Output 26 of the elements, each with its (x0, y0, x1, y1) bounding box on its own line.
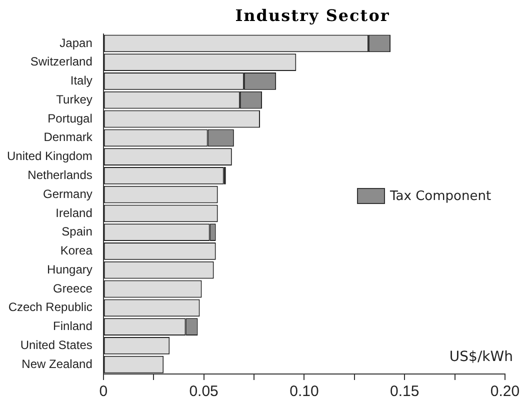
x-tick-label: 0.20 (490, 383, 520, 400)
y-tick-label: Netherlands (28, 168, 92, 182)
y-tick-label: New Zealand (22, 356, 92, 371)
y-tick-label: United States (20, 338, 92, 352)
y-tick-label: Ireland (56, 206, 92, 220)
x-tick-label: 0 (99, 383, 108, 400)
x-tick-label: 0.05 (189, 383, 218, 400)
chart-title: Industry Sector (234, 6, 391, 25)
y-tick-label: Greece (53, 281, 93, 296)
y-tick-label: Italy (70, 74, 92, 88)
y-tick-label: United Kingdom (6, 149, 92, 164)
y-tick-label: Spain (62, 224, 92, 239)
legend-label: Tax Component (390, 188, 492, 204)
x-tick-label: 0.15 (390, 383, 420, 400)
y-tick-label: Korea (60, 244, 93, 258)
x-tick-label: 0.10 (290, 383, 319, 400)
annotation: US$/kWh (449, 349, 513, 365)
y-tick-label: Hungary (47, 262, 92, 276)
y-tick-label: Czech Republic (8, 300, 92, 314)
y-tick-label: Finland (53, 319, 92, 334)
y-tick-label: Denmark (44, 130, 94, 144)
y-tick-label: Switzerland (30, 54, 92, 69)
y-tick-label: Germany (43, 186, 92, 201)
y-tick-label: Portugal (48, 111, 92, 126)
y-tick-label: Turkey (56, 92, 92, 106)
y-tick-label: Japan (60, 36, 92, 50)
